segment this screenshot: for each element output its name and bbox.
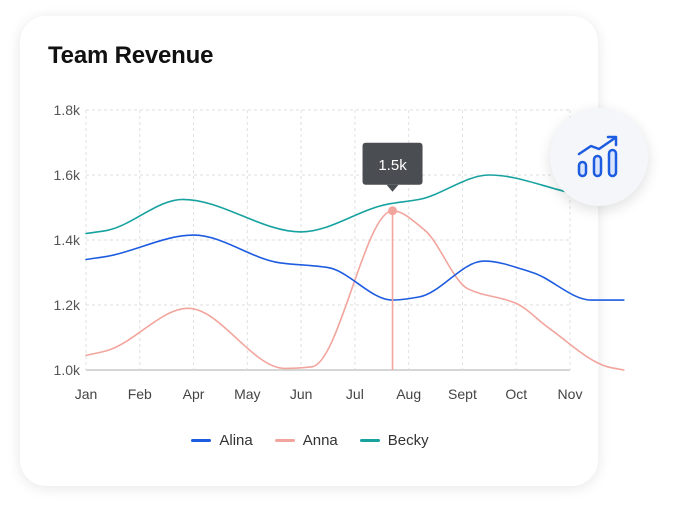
chart-legend: Alina Anna Becky (0, 432, 620, 449)
chart-badge (550, 108, 648, 206)
x-tick-label: Aug (396, 386, 421, 402)
chart-card (20, 16, 598, 486)
tooltip-label: 1.5k (378, 157, 407, 174)
y-tick-label: 1.0k (54, 362, 81, 378)
x-tick-label: May (234, 386, 260, 402)
y-tick-label: 1.8k (54, 102, 81, 118)
line-becky (85, 174, 625, 235)
chart-title: Team Revenue (48, 42, 214, 69)
tooltip-box (362, 142, 423, 185)
y-tick-label: 1.6k (54, 167, 81, 183)
x-tick-label: Jun (290, 386, 313, 402)
y-tick-label: 1.4k (54, 232, 81, 248)
legend-swatch (359, 439, 380, 442)
x-tick-label: Jan (75, 386, 98, 402)
legend-label: Alina (219, 432, 253, 449)
tooltip-point (388, 206, 398, 216)
legend-item-becky[interactable]: Becky (359, 432, 429, 449)
x-tick-labels: Jan Feb Apr May Jun Jul Aug Sept Oct Nov (75, 386, 583, 402)
x-tick-label: Feb (128, 386, 152, 402)
grid-lines (85, 109, 571, 371)
x-tick-label: Nov (558, 386, 583, 402)
x-tick-label: Apr (183, 386, 205, 402)
legend-label: Becky (387, 432, 429, 449)
legend-item-alina[interactable]: Alina (191, 432, 253, 449)
legend-swatch (191, 439, 212, 442)
legend-label: Anna (302, 432, 338, 449)
trending-chart-icon (577, 135, 618, 178)
x-tick-label: Jul (346, 386, 364, 402)
x-tick-label: Sept (448, 386, 477, 402)
y-tick-label: 1.2k (54, 297, 81, 313)
y-tick-labels: 1.0k 1.2k 1.4k 1.6k 1.8k (54, 102, 81, 378)
legend-swatch (274, 439, 295, 442)
legend-item-anna[interactable]: Anna (274, 432, 338, 449)
x-tick-label: Oct (505, 386, 527, 402)
tooltip-group: 1.5k (362, 142, 423, 370)
tooltip-arrow (386, 184, 399, 192)
